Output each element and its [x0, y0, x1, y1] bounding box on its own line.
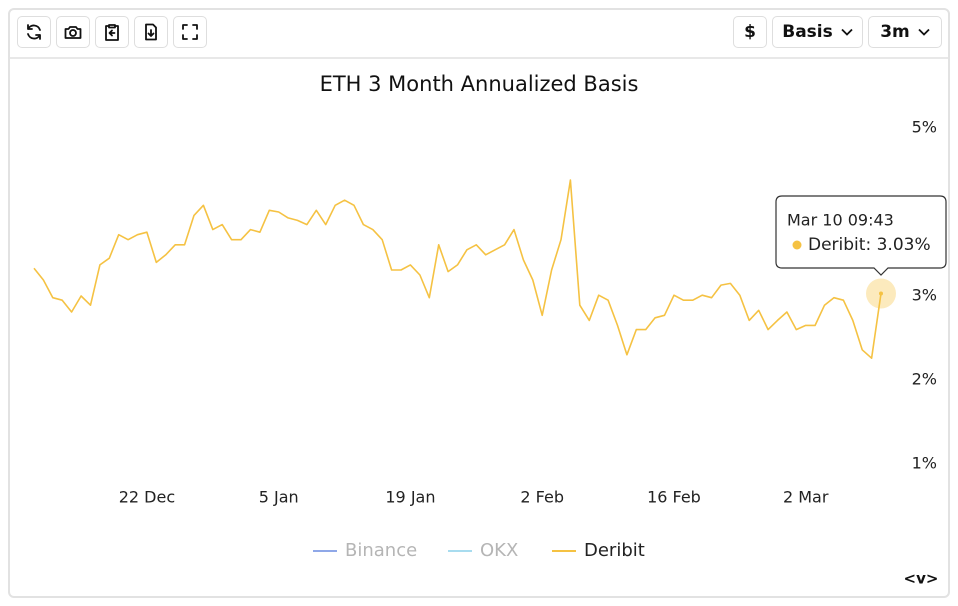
y-tick-label: 5%: [912, 118, 937, 137]
screenshot-button[interactable]: [56, 16, 90, 48]
hover-point: [879, 291, 883, 296]
chevron: [918, 28, 930, 36]
x-tick-label: 5 Jan: [259, 488, 299, 507]
legend-item[interactable]: Binance: [313, 540, 417, 561]
copy-button[interactable]: [95, 16, 129, 48]
y-tick-label: 3%: [912, 286, 937, 305]
download-button[interactable]: [134, 16, 168, 48]
x-tick-label: 2 Feb: [520, 488, 564, 507]
legend-label: Deribit: [584, 540, 645, 561]
x-tick-label: 22 Dec: [119, 488, 175, 507]
tooltip-box: [775, 195, 947, 276]
tooltip-separator: :: [865, 235, 876, 255]
tooltip-value: Deribit: 3.03%: [808, 235, 931, 255]
data-line: [33, 179, 882, 359]
refresh-icon: [27, 24, 41, 40]
chart-title: ETH 3 Month Annualized Basis: [320, 72, 639, 96]
y-tick-label: 1%: [912, 454, 937, 473]
metric-label: Basis: [782, 22, 833, 42]
chevron: [841, 28, 853, 36]
legend-item[interactable]: Deribit: [552, 540, 645, 561]
currency-button[interactable]: $: [733, 16, 767, 48]
refresh-button[interactable]: [17, 16, 51, 48]
download-icon: [145, 23, 157, 41]
x-tick-label: 19 Jan: [385, 488, 435, 507]
separator: [10, 57, 948, 59]
y-tick-label: 2%: [912, 370, 937, 389]
toggle-button[interactable]: <v>: [904, 570, 939, 588]
x-tick-label: 16 Feb: [647, 488, 701, 507]
camera-icon: [64, 26, 82, 39]
clipboard-icon: [105, 24, 119, 41]
tooltip-number: 3.03%: [877, 235, 931, 255]
range-dropdown[interactable]: 3m: [868, 16, 942, 48]
metric-dropdown[interactable]: Basis: [772, 16, 863, 48]
fullscreen-icon: [182, 24, 198, 40]
legend-label: Binance: [345, 540, 417, 561]
tooltip-date: Mar 10 09:43: [787, 211, 894, 230]
legend-label: OKX: [480, 540, 518, 561]
tooltip-dot: [792, 240, 802, 250]
tooltip-series: Deribit: [808, 235, 866, 255]
fullscreen-button[interactable]: [173, 16, 207, 48]
range-label: 3m: [880, 22, 910, 42]
legend-item[interactable]: OKX: [448, 540, 518, 561]
card: [8, 8, 950, 598]
x-tick-label: 2 Mar: [783, 488, 829, 507]
